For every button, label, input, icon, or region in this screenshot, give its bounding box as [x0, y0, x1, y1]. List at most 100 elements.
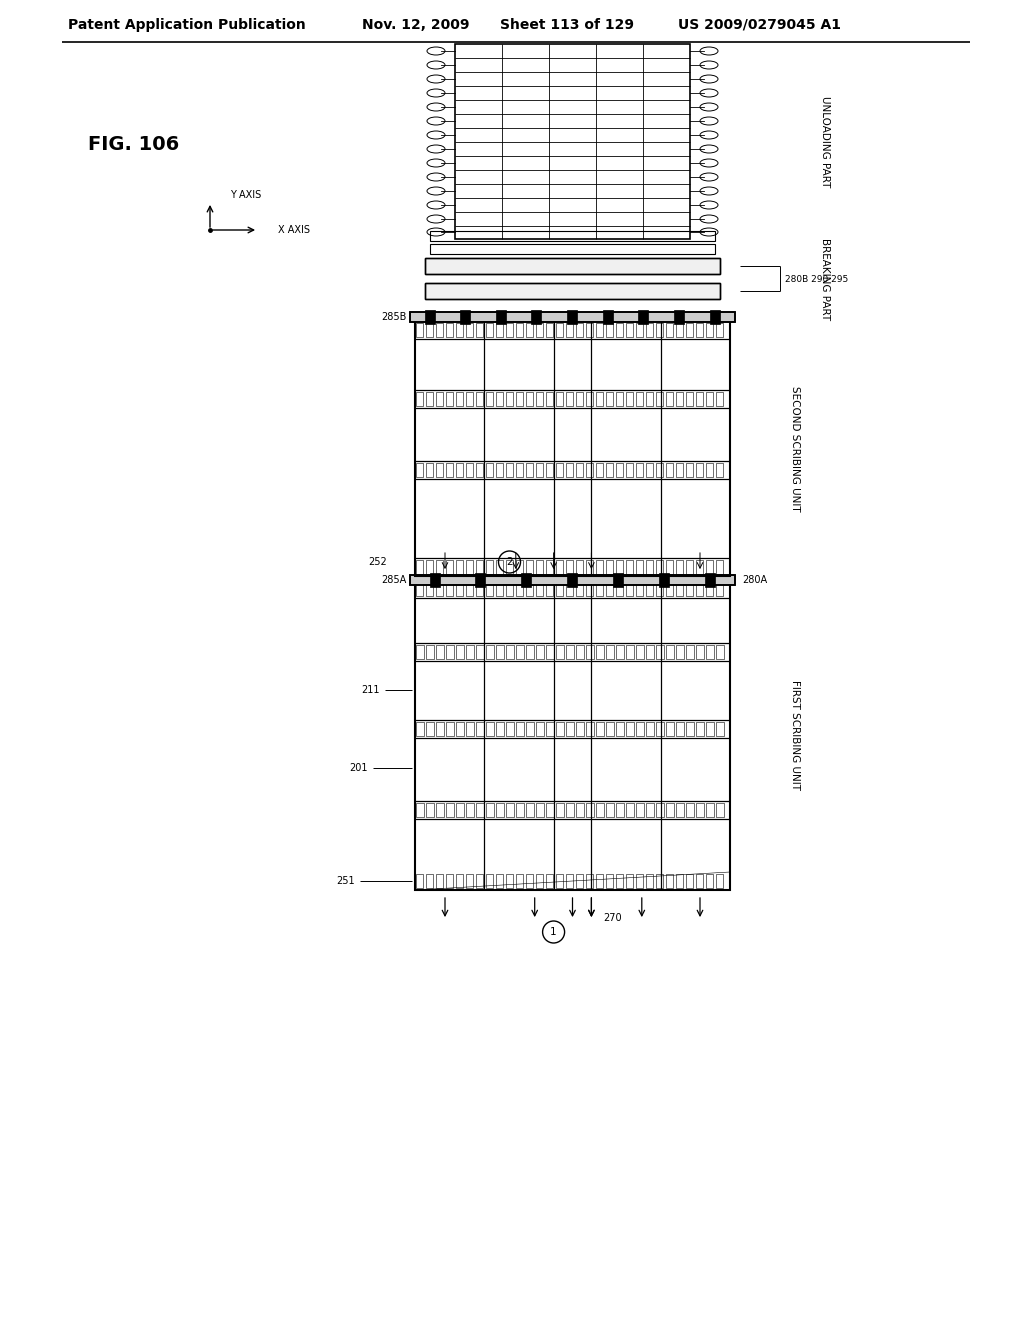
Bar: [546, 463, 553, 477]
Bar: [596, 392, 603, 405]
Bar: [696, 722, 705, 737]
Bar: [516, 463, 523, 477]
Bar: [446, 463, 453, 477]
Bar: [596, 874, 603, 888]
Bar: [546, 803, 554, 817]
Bar: [526, 560, 534, 574]
Bar: [556, 722, 564, 737]
Bar: [646, 392, 653, 405]
Bar: [710, 310, 720, 323]
Bar: [676, 392, 683, 405]
Bar: [686, 803, 694, 817]
Bar: [446, 560, 453, 574]
Bar: [666, 560, 673, 574]
Bar: [476, 722, 484, 737]
Bar: [536, 874, 543, 888]
Bar: [546, 874, 553, 888]
Bar: [506, 392, 513, 405]
Bar: [526, 722, 534, 737]
Bar: [586, 323, 593, 337]
Bar: [446, 392, 453, 405]
Bar: [531, 310, 541, 323]
Bar: [616, 803, 624, 817]
Bar: [575, 323, 583, 337]
Bar: [496, 874, 503, 888]
Bar: [646, 803, 654, 817]
Bar: [486, 392, 493, 405]
Bar: [410, 312, 735, 322]
Bar: [646, 644, 654, 659]
Bar: [426, 803, 434, 817]
Bar: [586, 803, 594, 817]
Bar: [656, 722, 664, 737]
Bar: [526, 803, 534, 817]
Bar: [586, 560, 593, 574]
Bar: [575, 560, 583, 574]
Bar: [676, 644, 684, 659]
Bar: [456, 874, 463, 888]
Bar: [456, 323, 463, 337]
Bar: [496, 644, 504, 659]
Bar: [521, 573, 531, 587]
Bar: [476, 392, 483, 405]
Bar: [410, 576, 735, 585]
Bar: [686, 644, 694, 659]
Bar: [546, 644, 554, 659]
Bar: [466, 463, 473, 477]
Bar: [496, 803, 504, 817]
Bar: [526, 323, 534, 337]
Bar: [686, 722, 694, 737]
Bar: [706, 392, 713, 405]
Text: 280B 290 295: 280B 290 295: [785, 275, 848, 284]
Bar: [546, 560, 553, 574]
Bar: [586, 874, 593, 888]
Bar: [716, 463, 723, 477]
Bar: [636, 582, 643, 597]
Bar: [476, 803, 484, 817]
Bar: [696, 874, 703, 888]
Bar: [575, 463, 583, 477]
Bar: [476, 463, 483, 477]
Bar: [506, 560, 513, 574]
Bar: [410, 312, 735, 322]
Text: SECOND SCRIBING UNIT: SECOND SCRIBING UNIT: [790, 387, 800, 512]
Bar: [616, 463, 623, 477]
Bar: [636, 323, 643, 337]
Bar: [666, 392, 673, 405]
Text: 1: 1: [550, 927, 557, 937]
Bar: [616, 582, 623, 597]
Bar: [425, 257, 720, 275]
Bar: [516, 874, 523, 888]
Bar: [436, 560, 443, 574]
Bar: [636, 722, 644, 737]
Bar: [566, 803, 574, 817]
Text: 280A: 280A: [742, 576, 767, 585]
Bar: [616, 722, 624, 737]
Bar: [486, 803, 494, 817]
Bar: [716, 644, 724, 659]
Bar: [536, 582, 543, 597]
Bar: [556, 582, 563, 597]
Bar: [436, 582, 443, 597]
Bar: [556, 392, 563, 405]
Bar: [476, 644, 484, 659]
Bar: [516, 803, 524, 817]
Bar: [626, 392, 633, 405]
Bar: [466, 560, 473, 574]
Bar: [486, 644, 494, 659]
Bar: [616, 560, 623, 574]
Bar: [466, 644, 474, 659]
Bar: [575, 582, 583, 597]
Bar: [646, 463, 653, 477]
Bar: [606, 323, 613, 337]
Text: 285B: 285B: [382, 312, 407, 322]
Bar: [446, 722, 454, 737]
Bar: [666, 803, 674, 817]
Bar: [636, 560, 643, 574]
Bar: [466, 722, 474, 737]
Bar: [566, 560, 573, 574]
Bar: [566, 644, 574, 659]
Bar: [416, 463, 423, 477]
Bar: [606, 874, 613, 888]
Bar: [526, 582, 534, 597]
